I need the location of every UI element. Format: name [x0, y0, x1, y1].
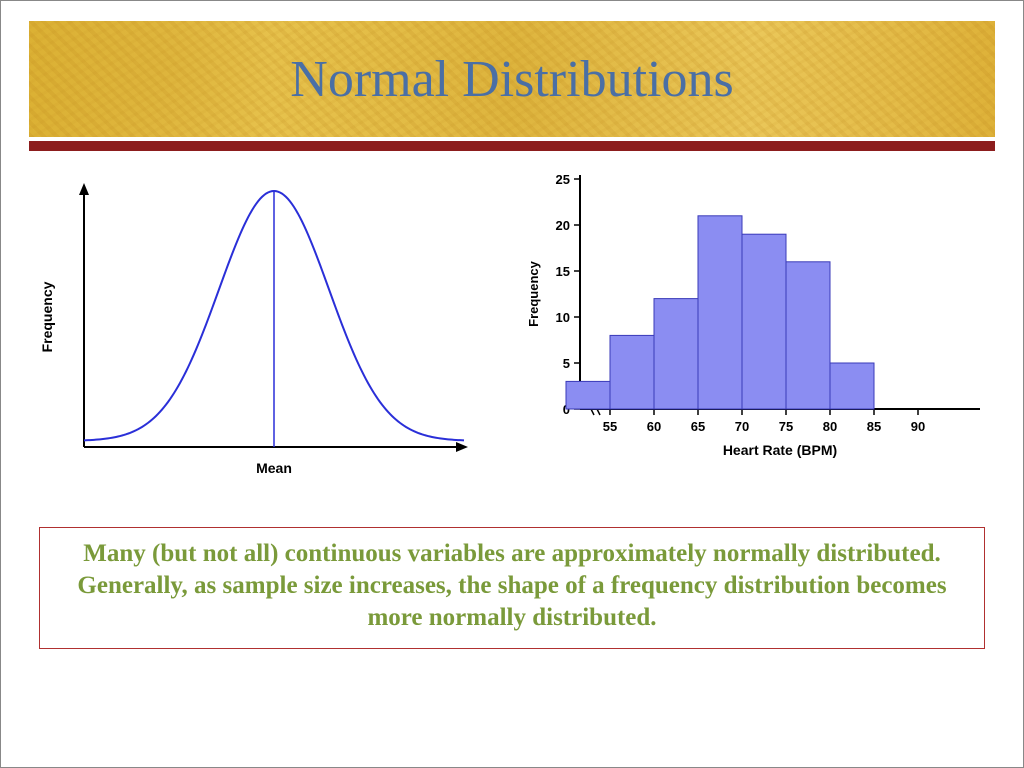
title-banner: Normal Distributions	[29, 21, 995, 149]
hist-ytick: 25	[556, 172, 570, 187]
hist-xtick: 75	[779, 419, 793, 434]
banner-background: Normal Distributions	[29, 21, 995, 141]
slide-title: Normal Distributions	[290, 50, 733, 109]
caption-text: Many (but not all) continuous variables …	[68, 538, 956, 634]
hist-xlabel: Heart Rate (BPM)	[723, 442, 837, 458]
hist-xtick: 85	[867, 419, 881, 434]
bell-ylabel: Frequency	[39, 281, 55, 352]
hist-xtick: 90	[911, 419, 925, 434]
hist-ylabel: Frequency	[526, 260, 541, 327]
banner-underline	[29, 141, 995, 151]
slide-frame: Normal Distributions FrequencyMean 05101…	[0, 0, 1024, 768]
hist-xtick: 70	[735, 419, 749, 434]
charts-row: FrequencyMean 05101520255560657075808590…	[29, 167, 995, 507]
caption-box: Many (but not all) continuous variables …	[39, 527, 985, 649]
bell-curve-svg: Frequency Mean	[29, 167, 479, 497]
hist-ytick: 5	[563, 356, 570, 371]
hist-bar	[610, 335, 654, 409]
bell-curve-chart: Frequency Mean	[29, 167, 479, 502]
histogram-svg: 05101520255560657075808590FrequencyHeart…	[515, 167, 995, 477]
hist-xtick: 80	[823, 419, 837, 434]
bell-xlabel: Mean	[256, 460, 292, 476]
hist-xtick: 60	[647, 419, 661, 434]
hist-bar	[654, 299, 698, 409]
hist-bar	[698, 216, 742, 409]
hist-bar	[830, 363, 874, 409]
hist-bar	[786, 262, 830, 409]
hist-bar	[566, 381, 610, 409]
hist-ytick: 10	[556, 310, 570, 325]
hist-bar	[742, 234, 786, 409]
hist-ytick: 15	[556, 264, 570, 279]
hist-xtick: 55	[603, 419, 617, 434]
hist-ytick: 20	[556, 218, 570, 233]
hist-xtick: 65	[691, 419, 705, 434]
histogram-chart: 05101520255560657075808590FrequencyHeart…	[515, 167, 995, 482]
